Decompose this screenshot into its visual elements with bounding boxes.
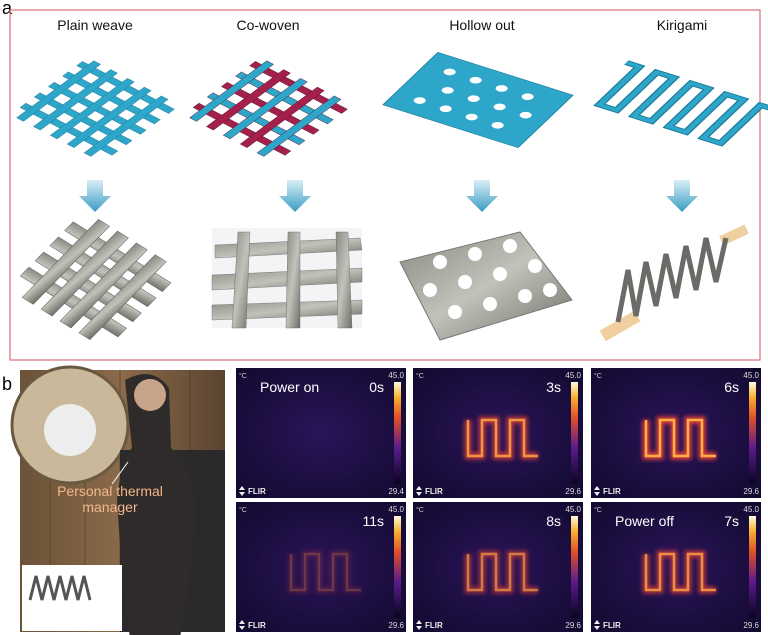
heater-trace <box>466 552 538 592</box>
brand: FLIR <box>248 621 266 630</box>
scale-min: 29.6 <box>743 487 759 496</box>
unit: °C <box>416 506 424 514</box>
time: 6s <box>724 379 739 395</box>
heater-trace <box>644 418 716 458</box>
heater-glow <box>287 550 361 594</box>
scale-max: 45.0 <box>388 371 404 380</box>
unit: °C <box>594 506 602 514</box>
time: 11s <box>362 513 384 529</box>
photo-caption: Personal thermal manager <box>57 483 163 515</box>
thermal-panel: °C 45.0 29.6 FLIR 11s <box>236 502 406 632</box>
brand: FLIR <box>248 487 266 496</box>
caption-line: manager <box>82 499 138 515</box>
color-bar <box>394 516 401 618</box>
color-bar <box>749 516 756 618</box>
annotation: Power off <box>615 513 674 529</box>
person-photo <box>10 365 225 635</box>
scale-min: 29.4 <box>388 487 404 496</box>
heater-trace <box>466 418 538 458</box>
column-title: Kirigami <box>657 17 708 33</box>
brand-icon <box>416 486 422 496</box>
scale-max: 45.0 <box>565 371 581 380</box>
hollow-out-photo <box>399 231 573 341</box>
scale-max: 45.0 <box>565 505 581 514</box>
brand-icon <box>239 620 245 630</box>
co-woven-photo <box>211 228 363 329</box>
caption-line: Personal thermal <box>57 483 163 499</box>
color-bar <box>571 516 578 618</box>
thermal-panel: °C 45.0 29.6 FLIR 7s Power off <box>591 502 761 632</box>
brand-icon <box>416 620 422 630</box>
kirigami-drawing <box>593 60 768 147</box>
scale-max: 45.0 <box>743 371 759 380</box>
plain-weave-photo <box>19 218 172 341</box>
thermal-background <box>236 368 406 498</box>
brand: FLIR <box>425 621 443 630</box>
time: 3s <box>546 379 561 395</box>
annotation: Power on <box>260 379 319 395</box>
scale-max: 45.0 <box>388 505 404 514</box>
scale-min: 29.6 <box>565 621 581 630</box>
thermal-panel: °C 45.0 29.4 FLIR 0s Power on <box>236 368 406 498</box>
scale-min: 29.6 <box>743 621 759 630</box>
brand-icon <box>594 486 600 496</box>
column-title: Co-woven <box>236 17 299 33</box>
unit: °C <box>416 372 424 380</box>
brand: FLIR <box>603 487 621 496</box>
heater-trace <box>289 552 361 592</box>
thermal-panel: °C 45.0 29.6 FLIR 8s <box>413 502 583 632</box>
color-bar <box>749 382 756 484</box>
hollow-out-drawing <box>382 51 574 149</box>
heater-trace <box>644 552 716 592</box>
thermal-panel: °C 45.0 29.6 FLIR 3s <box>413 368 583 498</box>
brand-icon <box>239 486 245 496</box>
brand-icon <box>594 620 600 630</box>
scale-min: 29.6 <box>565 487 581 496</box>
kirigami-photo <box>599 224 749 342</box>
arrows <box>79 180 698 212</box>
thermal-panel: °C 45.0 29.6 FLIR 6s <box>591 368 761 498</box>
time: 8s <box>546 513 561 529</box>
co-woven-drawing <box>189 60 348 157</box>
plain-weave-drawing <box>16 60 175 157</box>
scale-min: 29.6 <box>388 621 404 630</box>
time: 7s <box>724 513 739 529</box>
color-bar <box>571 382 578 484</box>
brand: FLIR <box>603 621 621 630</box>
unit: °C <box>239 372 247 380</box>
time: 0s <box>369 379 384 395</box>
brand: FLIR <box>425 487 443 496</box>
thermal-images: °C 45.0 29.4 FLIR 0s Power on °C 45.0 29.6 FLIR 3s… <box>236 368 761 632</box>
scale-max: 45.0 <box>743 505 759 514</box>
column-title: Plain weave <box>57 17 133 33</box>
unit: °C <box>239 506 247 514</box>
color-bar <box>394 382 401 484</box>
unit: °C <box>594 372 602 380</box>
panel-a-frame <box>9 9 761 361</box>
panel-label: b <box>2 374 12 394</box>
panel-label: a <box>2 0 13 18</box>
column-title: Hollow out <box>449 17 514 33</box>
